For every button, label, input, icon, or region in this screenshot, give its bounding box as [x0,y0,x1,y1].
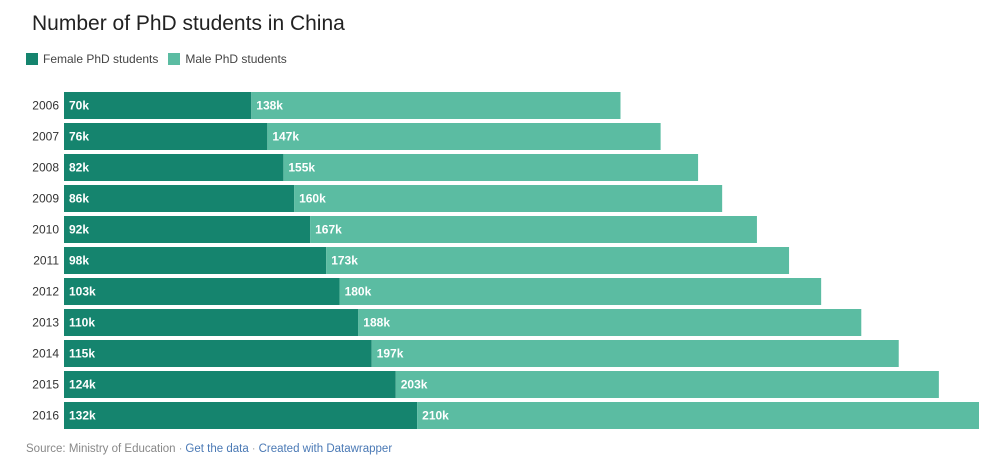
category-label: 2014 [32,347,59,361]
bar-female [64,123,268,150]
data-label: 203k [401,378,428,392]
footer: Source: Ministry of Education · Get the da… [26,443,392,455]
legend-label-male: Male PhD students [185,52,287,66]
data-label: 103k [69,285,96,299]
legend-swatch-male [168,53,181,65]
category-label: 2008 [32,161,59,175]
get-data-link[interactable]: Get the data [185,443,249,455]
category-label: 2010 [32,223,59,237]
bar-female [64,92,252,119]
data-label: 160k [299,192,326,206]
bar-female [64,278,340,305]
bar-male [310,216,757,243]
bar-female [64,309,359,336]
bar-male [267,123,661,150]
data-label: 82k [69,161,89,175]
category-label: 2006 [32,99,59,113]
category-label: 2007 [32,130,59,144]
data-label: 86k [69,192,89,206]
chart-title: Number of PhD students in China [32,12,345,35]
bar-female [64,185,295,212]
data-label: 155k [288,161,315,175]
bar-female [64,340,372,367]
bar-female [64,402,418,429]
legend: Female PhD students Male PhD students [26,52,287,66]
bar-female [64,216,311,243]
category-label: 2016 [32,409,59,423]
bar-male [358,309,862,336]
data-label: 173k [331,254,358,268]
category-label: 2011 [33,254,59,268]
bar-male [371,340,899,367]
category-label: 2012 [32,285,59,299]
bar-female [64,247,327,274]
bar-female [64,154,284,181]
data-label: 210k [422,409,449,423]
data-label: 115k [69,347,95,361]
source-text: Source: Ministry of Education [26,443,176,455]
data-label: 76k [69,130,89,144]
bar-chart: 2006 70k 138k 2007 76k 147k 2008 82k 155k 2009 86k… [32,92,979,429]
footer-separator: · [251,443,256,455]
bar-male [283,154,699,181]
data-label: 167k [315,223,342,237]
data-label: 124k [69,378,96,392]
data-label: 138k [256,99,283,113]
bar-male [417,402,979,429]
legend-item-male: Male PhD students [168,52,287,66]
legend-swatch-female [26,53,38,65]
bar-male [326,247,790,274]
bar-male [294,185,723,212]
bar-male [339,278,822,305]
legend-label-female: Female PhD students [43,52,159,66]
bar-male [395,371,939,398]
bar-female [64,371,396,398]
category-label: 2015 [32,378,59,392]
datawrapper-link[interactable]: Created with Datawrapper [258,443,393,455]
footer-separator: · [178,443,183,455]
category-label: 2013 [32,316,59,330]
data-label: 132k [69,409,96,423]
data-label: 147k [272,130,299,144]
data-label: 70k [69,99,89,113]
data-label: 180k [345,285,372,299]
legend-item-female: Female PhD students [26,52,158,66]
data-label: 110k [69,316,95,330]
bar-male [251,92,621,119]
data-label: 188k [363,316,390,330]
category-label: 2009 [32,192,59,206]
data-label: 92k [69,223,89,237]
data-label: 197k [377,347,404,361]
data-label: 98k [69,254,89,268]
